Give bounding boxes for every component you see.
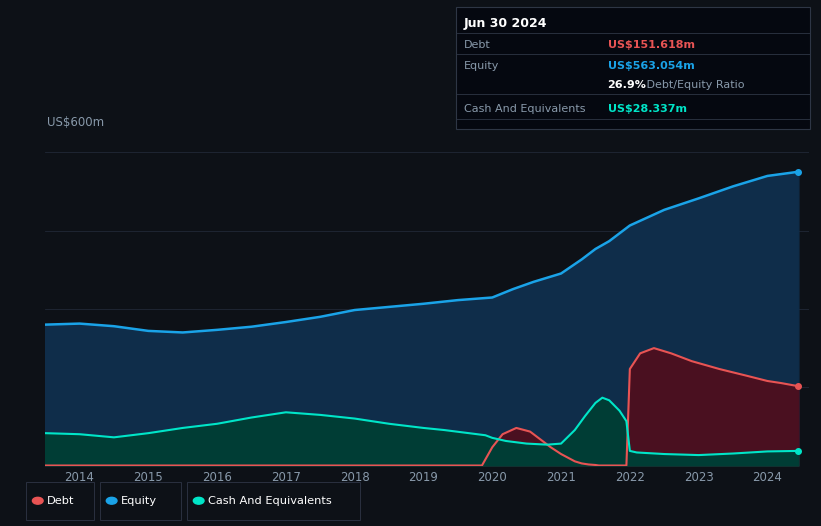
Text: Debt: Debt — [47, 495, 74, 506]
Text: Cash And Equivalents: Cash And Equivalents — [208, 495, 332, 506]
Text: Debt: Debt — [464, 39, 491, 50]
Text: Cash And Equivalents: Cash And Equivalents — [464, 104, 585, 115]
Text: US$151.618m: US$151.618m — [608, 39, 695, 50]
Text: US$563.054m: US$563.054m — [608, 60, 695, 71]
Text: Debt/Equity Ratio: Debt/Equity Ratio — [643, 79, 745, 90]
Text: Equity: Equity — [464, 60, 499, 71]
Text: US$0: US$0 — [47, 449, 77, 462]
Text: Jun 30 2024: Jun 30 2024 — [464, 17, 548, 30]
Text: US$600m: US$600m — [47, 116, 103, 129]
Text: Equity: Equity — [121, 495, 157, 506]
Text: US$28.337m: US$28.337m — [608, 104, 686, 115]
Text: 26.9%: 26.9% — [608, 79, 646, 90]
